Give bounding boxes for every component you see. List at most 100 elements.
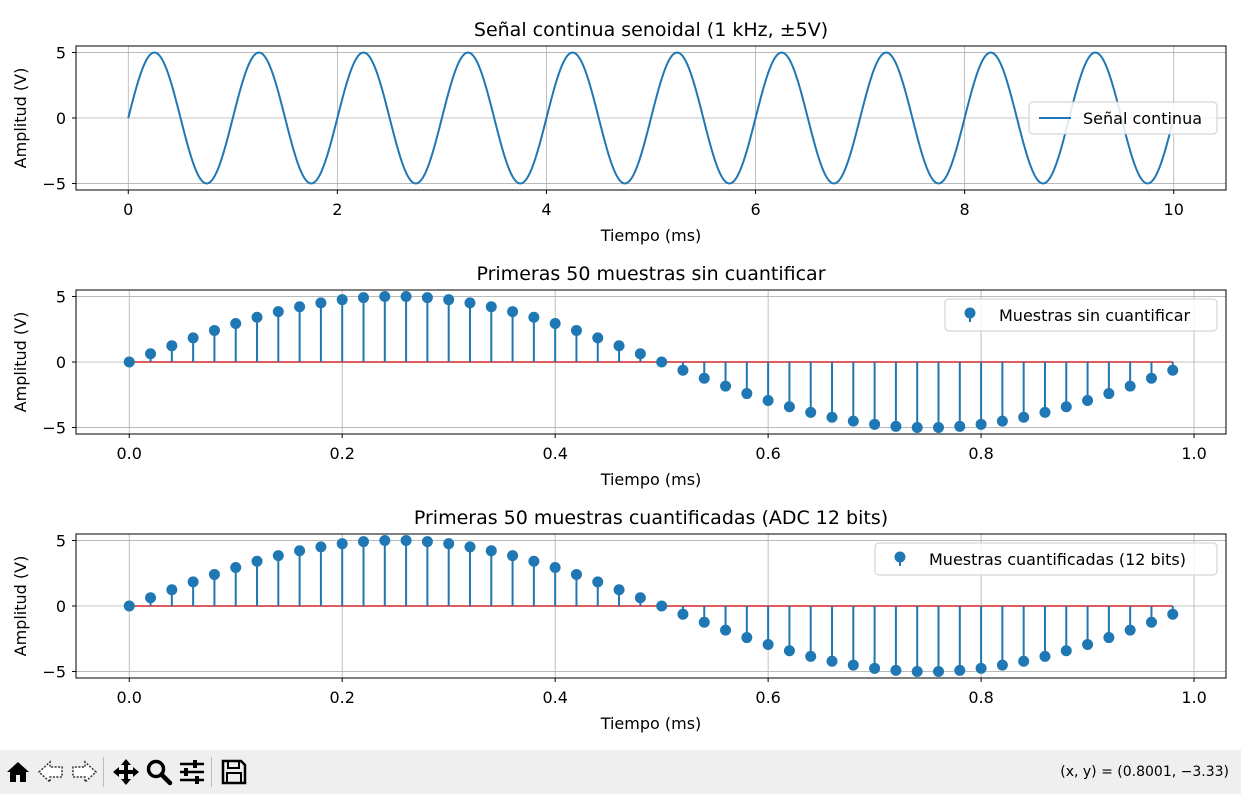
- subplot-title: Primeras 50 muestras sin cuantificar: [476, 263, 825, 285]
- stem-marker: [1039, 406, 1051, 418]
- x-tick-label: 2: [332, 200, 342, 219]
- pan-icon: [113, 759, 139, 785]
- stem-marker: [145, 592, 157, 604]
- stem-marker: [443, 294, 455, 306]
- stem-marker: [975, 662, 987, 674]
- stem-marker: [294, 545, 306, 557]
- y-tick-label: −5: [42, 174, 66, 193]
- back-icon: [37, 760, 63, 784]
- figure-canvas[interactable]: 0 2 4 6 8 10 −5 0 5 Señal continua senoidal (1 kH…: [0, 0, 1241, 750]
- stem-marker: [805, 406, 817, 418]
- save-button[interactable]: [219, 755, 249, 789]
- x-tick-label: 0.6: [755, 688, 780, 707]
- stem-marker: [869, 418, 881, 430]
- stem-marker: [826, 411, 838, 423]
- home-button[interactable]: [3, 755, 33, 789]
- x-tick-label: 0.2: [329, 444, 354, 463]
- zoom-button[interactable]: [144, 755, 174, 789]
- stem-marker: [656, 356, 668, 368]
- stem-marker: [890, 664, 902, 676]
- stem-marker: [1124, 380, 1136, 392]
- x-tick-label: 1.0: [1181, 688, 1206, 707]
- stem-marker: [954, 420, 966, 432]
- figure-svg: 0 2 4 6 8 10 −5 0 5 Señal continua senoidal (1 kH…: [11, 19, 1227, 733]
- stem-marker: [464, 297, 476, 309]
- stem-marker: [549, 318, 561, 330]
- stem-marker: [272, 306, 284, 318]
- stem-marker: [613, 584, 625, 596]
- home-icon: [7, 762, 29, 782]
- stem-marker: [1018, 655, 1030, 667]
- stem-marker: [741, 632, 753, 644]
- legend: Muestras sin cuantificar: [944, 298, 1218, 332]
- stem-marker: [208, 568, 220, 580]
- x-axis-label: Tiempo (ms): [600, 470, 702, 489]
- legend-box: [1028, 101, 1218, 135]
- stem-marker: [315, 297, 327, 309]
- x-tick-label: 0.0: [117, 688, 142, 707]
- stem-marker: [145, 348, 157, 360]
- stem-marker: [1145, 616, 1157, 628]
- stem-marker: [336, 538, 348, 550]
- stem-marker: [166, 584, 178, 596]
- legend-label: Muestras sin cuantificar: [999, 306, 1190, 325]
- toolbar-separator: [103, 757, 104, 787]
- configure-subplots-button[interactable]: [177, 755, 207, 789]
- stem-marker: [1167, 364, 1179, 376]
- stem-marker: [1103, 632, 1115, 644]
- legend-dot-marker: [964, 307, 976, 319]
- subplot-3: 0.0 0.2 0.4 0.6 0.8 1.0 −5 0 5 Primeras 50 muestr…: [11, 507, 1227, 733]
- stem-marker: [634, 592, 646, 604]
- stem-marker: [911, 421, 923, 433]
- stem-marker: [315, 541, 327, 553]
- stem-marker: [826, 655, 838, 667]
- stem-marker: [123, 356, 135, 368]
- stem-marker: [592, 332, 604, 344]
- x-tick-label: 0.2: [329, 688, 354, 707]
- stem-marker: [805, 650, 817, 662]
- stem-marker: [613, 340, 625, 352]
- stem-marker: [443, 538, 455, 550]
- stem-marker: [762, 638, 774, 650]
- stem-marker: [996, 659, 1008, 671]
- pan-button[interactable]: [111, 755, 141, 789]
- save-icon: [221, 759, 247, 785]
- x-tick-label: 4: [541, 200, 551, 219]
- forward-button[interactable]: [69, 755, 99, 789]
- stem-marker: [1018, 411, 1030, 423]
- y-tick-label: 5: [56, 532, 66, 551]
- stem-marker: [358, 536, 369, 548]
- stem-marker: [656, 600, 668, 612]
- x-axis-label: Tiempo (ms): [600, 714, 702, 733]
- stem-marker: [1039, 650, 1051, 662]
- stem-marker: [485, 545, 497, 557]
- stem-marker: [570, 324, 582, 336]
- x-tick-label: 6: [750, 200, 760, 219]
- cursor-coordinates: (x, y) = (0.8001, −3.33): [1060, 764, 1229, 780]
- forward-icon: [72, 760, 98, 784]
- stem-marker: [187, 332, 199, 344]
- stem-marker: [1103, 388, 1115, 400]
- stem-marker: [251, 311, 263, 323]
- stem-marker: [847, 415, 859, 427]
- stem-marker: [485, 301, 497, 313]
- x-tick-label: 10: [1164, 200, 1184, 219]
- stem-marker: [1124, 624, 1136, 636]
- y-tick-label: −5: [42, 662, 66, 681]
- y-tick-label: 5: [56, 288, 66, 307]
- stem-marker: [1060, 645, 1072, 657]
- x-axis-label: Tiempo (ms): [600, 226, 702, 245]
- stem-marker: [975, 418, 987, 430]
- stem-marker: [1060, 401, 1072, 413]
- toolbar-separator: [211, 757, 212, 787]
- zoom-icon: [146, 759, 173, 786]
- stem-marker: [1082, 394, 1094, 406]
- stem-marker: [166, 340, 178, 352]
- stem-marker: [847, 659, 859, 671]
- subplot-1: 0 2 4 6 8 10 −5 0 5 Señal continua senoidal (1 kH…: [11, 19, 1227, 245]
- subplot-2: 0.0 0.2 0.4 0.6 0.8 1.0 −5 0 5 Primeras 50 muestr…: [11, 263, 1227, 489]
- back-button[interactable]: [36, 755, 66, 789]
- stem-marker: [720, 380, 732, 392]
- x-tick-label: 1.0: [1181, 444, 1206, 463]
- navigation-toolbar: (x, y) = (0.8001, −3.33): [0, 750, 1241, 794]
